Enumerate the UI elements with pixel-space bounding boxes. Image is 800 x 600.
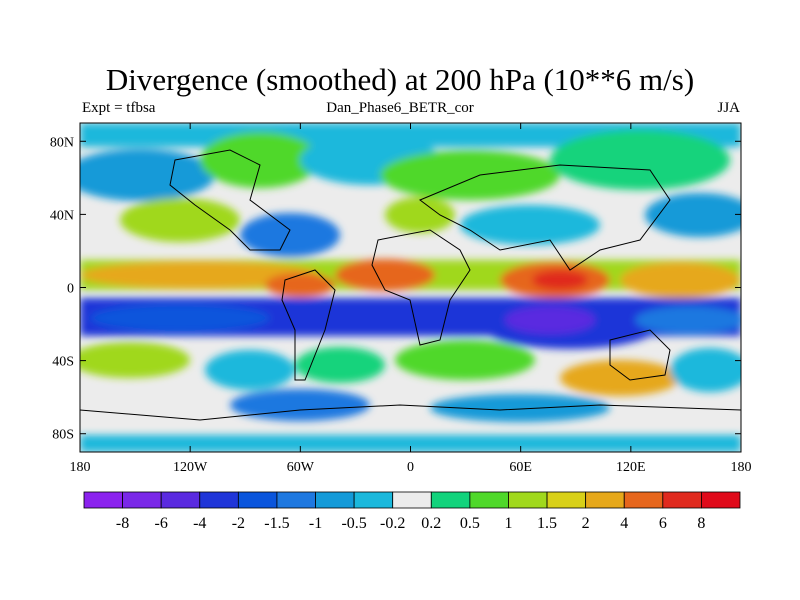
colorbar-label: -0.2 — [380, 515, 405, 532]
x-tick-label: 180 — [70, 460, 91, 475]
run-label: Dan_Phase6_BETR_cor — [326, 100, 474, 116]
colorbar-swatch — [122, 491, 162, 509]
colorbar-swatch — [430, 491, 471, 509]
colorbar-label: -0.5 — [341, 515, 366, 532]
colorbar-swatch — [662, 491, 702, 509]
colorbar-swatch — [160, 491, 201, 509]
axis-ticks — [79, 123, 742, 452]
y-tick-label: 40N — [50, 208, 74, 223]
y-axis-labels: 80N 40N 0 40S 80S — [50, 135, 74, 442]
colorbar-swatch — [508, 491, 548, 509]
colorbar-swatch — [276, 491, 316, 509]
x-axis-labels: 180 120W 60W 0 60E 120E 180 — [70, 460, 752, 475]
colorbar — [83, 491, 741, 509]
colorbar-label: -2 — [232, 515, 245, 532]
colorbar-swatch — [353, 491, 394, 509]
x-tick-label: 180 — [731, 460, 752, 475]
colorbar-label: 0.5 — [460, 515, 480, 532]
colorbar-swatch — [83, 491, 123, 509]
colorbar-label: -1.5 — [264, 515, 289, 532]
colorbar-swatch — [469, 491, 509, 509]
colorbar-swatch — [546, 491, 587, 509]
colorbar-label: 1.5 — [537, 515, 557, 532]
colorbar-label: -1 — [309, 515, 322, 532]
colorbar-label: -4 — [193, 515, 206, 532]
colorbar-label: -6 — [155, 515, 168, 532]
season-label: JJA — [717, 100, 740, 116]
coastlines — [80, 149, 741, 421]
colorbar-swatch — [585, 491, 625, 509]
experiment-label: Expt = tfbsa — [82, 100, 156, 116]
x-tick-label: 120W — [173, 460, 208, 475]
y-tick-label: 0 — [67, 282, 74, 297]
colorbar-swatch — [315, 491, 355, 509]
colorbar-swatch — [237, 491, 278, 509]
chart-title: Divergence (smoothed) at 200 hPa (10**6 … — [105, 62, 695, 97]
colorbar-swatch — [623, 491, 664, 509]
colorbar-swatch — [392, 491, 432, 509]
x-tick-label: 0 — [407, 460, 414, 475]
y-tick-label: 40S — [52, 355, 74, 370]
colorbar-swatch — [199, 491, 239, 509]
colorbar-labels: -8 -6 -4 -2 -1.5 -1 -0.5 -0.2 0.2 0.5 1 1.5 2 4 6 8 — [116, 515, 705, 532]
colorbar-label: 1 — [504, 515, 512, 532]
colorbar-label: 4 — [620, 515, 628, 532]
x-tick-label: 60W — [287, 460, 315, 475]
x-tick-label: 120E — [616, 460, 646, 475]
colorbar-swatch — [701, 491, 741, 509]
colorbar-label: 6 — [659, 515, 667, 532]
colorbar-label: 8 — [697, 515, 705, 532]
y-tick-label: 80S — [52, 428, 74, 443]
y-tick-label: 80N — [50, 135, 74, 150]
colorbar-label: 0.2 — [421, 515, 441, 532]
colorbar-label: 2 — [582, 515, 590, 532]
colorbar-label: -8 — [116, 515, 129, 532]
x-tick-label: 60E — [509, 460, 532, 475]
